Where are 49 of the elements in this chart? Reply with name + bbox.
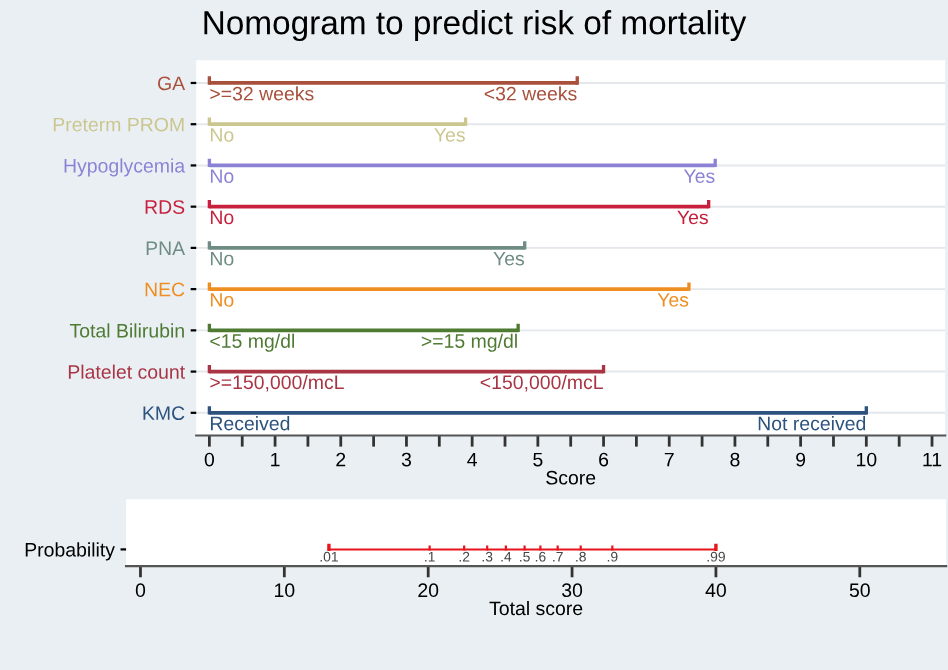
- chart-title: Nomogram to predict risk of mortality: [204, 10, 747, 42]
- x-tick-label: 10: [275, 583, 295, 598]
- x-tick-label: 40: [705, 583, 726, 598]
- annotation: Received: [210, 416, 290, 431]
- x-tick-label: 6: [599, 452, 609, 467]
- x-tick-label: 30: [561, 583, 583, 598]
- x-tick-label: 5: [533, 452, 543, 467]
- annotation: <150,000/mcL: [480, 374, 603, 392]
- x-axis-title: Score: [546, 470, 596, 485]
- y-tick-label: RDS: [145, 200, 185, 214]
- x-axis-title: Total score: [489, 600, 583, 616]
- x-tick-label: 11: [923, 452, 942, 467]
- x-tick-label: 10: [856, 452, 877, 467]
- y-tick-label: Preterm PROM: [53, 117, 184, 132]
- x-tick-label: 20: [418, 583, 439, 598]
- annotation: No: [210, 293, 234, 307]
- annotation: No: [210, 251, 234, 266]
- y-tick-label: NEC: [145, 282, 185, 297]
- annotation: Yes: [657, 293, 689, 307]
- x-tick-label: 3: [401, 452, 412, 467]
- x-tick-label: 0: [204, 452, 215, 467]
- annotation: Yes: [683, 169, 715, 184]
- x-tick-label: 4: [467, 452, 477, 467]
- x-tick-label: 9: [796, 452, 806, 467]
- annotation: <32 weeks: [484, 86, 577, 101]
- y-tick-label: KMC: [143, 406, 185, 421]
- annotation: Not received: [758, 416, 866, 431]
- y-tick-label: PNA: [146, 241, 186, 255]
- x-tick-label: 2: [336, 452, 346, 467]
- y-tick-label: Total Bilirubin: [69, 323, 184, 338]
- annotation: No: [210, 169, 234, 184]
- x-tick-label: 7: [664, 452, 674, 467]
- y-tick-label: Hypoglycemia: [64, 158, 186, 177]
- y-tick-label: GA: [158, 76, 186, 91]
- annotation: <15 mg/dl: [210, 333, 295, 352]
- x-tick-label: 8: [730, 452, 740, 467]
- annotation: No: [210, 128, 234, 142]
- x-tick-label: 50: [849, 583, 870, 598]
- annotation: Yes: [677, 210, 708, 225]
- annotation: >=150,000/mcL: [210, 374, 344, 392]
- annotation: >=32 weeks: [210, 86, 314, 101]
- y-tick-label: Probability: [25, 542, 115, 561]
- annotation: Yes: [434, 128, 465, 142]
- annotation: No: [210, 210, 234, 225]
- x-tick-label: 1: [271, 452, 280, 467]
- y-tick-label: Platelet count: [68, 364, 185, 379]
- annotation: >=15 mg/dl: [421, 333, 517, 352]
- annotation: Yes: [493, 251, 525, 266]
- x-tick-label: 0: [135, 583, 146, 598]
